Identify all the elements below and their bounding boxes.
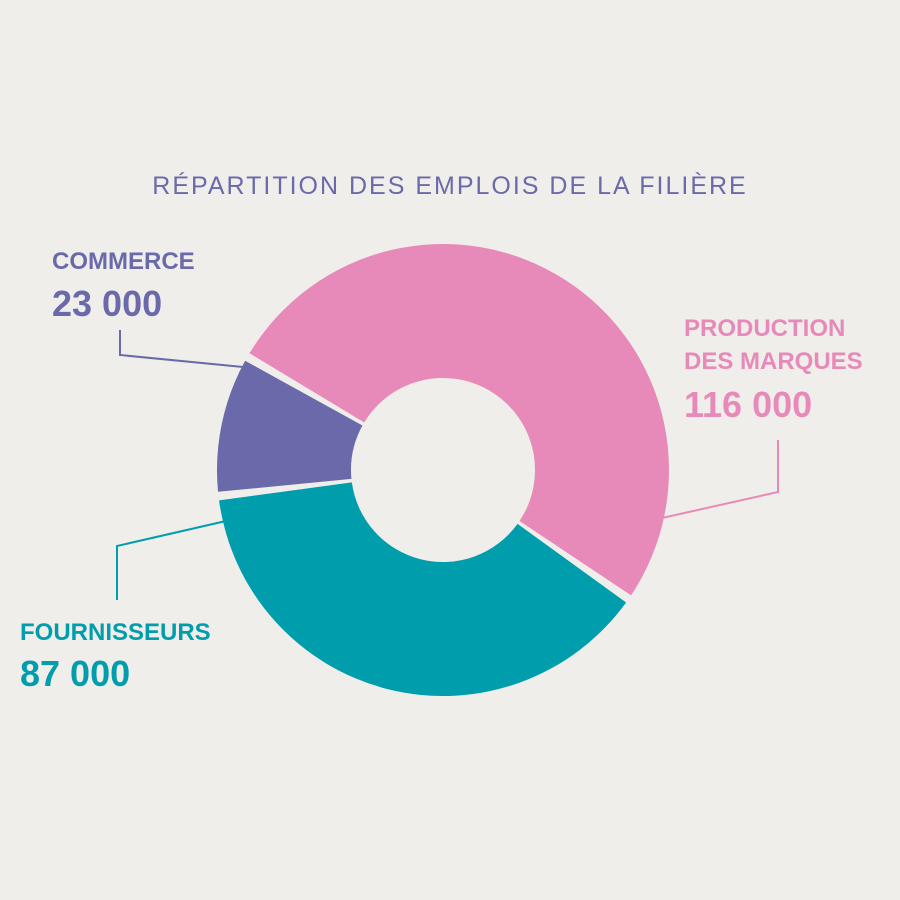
production-label-line-2: DES MARQUES <box>684 348 863 375</box>
production-value: 116 000 <box>684 384 813 425</box>
commerce-label-line: COMMERCE <box>52 248 195 275</box>
production-slice <box>249 243 670 596</box>
fournisseurs-leader-line <box>116 520 227 600</box>
fournisseurs-value: 87 000 <box>20 653 131 694</box>
fournisseurs-slice <box>219 482 627 696</box>
fournisseurs-label-line: FOURNISSEURS <box>20 619 211 646</box>
fournisseurs-label: FOURNISSEURS <box>20 616 211 649</box>
production-label: PRODUCTION DES MARQUES <box>684 312 894 378</box>
commerce-leader-line <box>119 330 244 368</box>
production-leader-line <box>661 440 779 519</box>
commerce-slice <box>217 360 363 492</box>
commerce-label: COMMERCE <box>52 245 195 278</box>
chart-title: RÉPARTITION DES EMPLOIS DE LA FILIÈRE <box>152 172 748 200</box>
production-label-line-1: PRODUCTION <box>684 315 846 342</box>
commerce-value: 23 000 <box>52 283 163 324</box>
